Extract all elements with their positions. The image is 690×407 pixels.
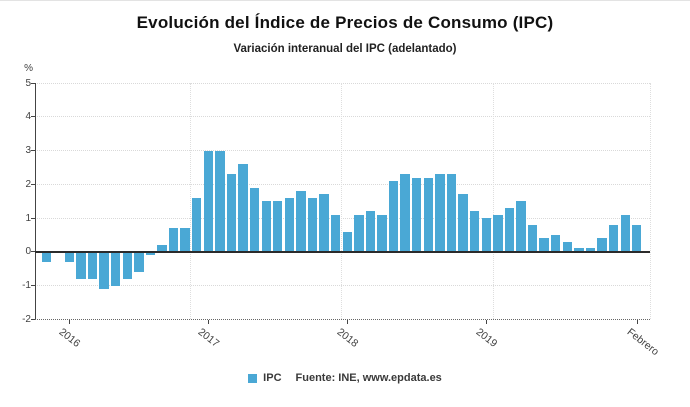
x-tick-mark <box>69 320 71 325</box>
y-tick-mark <box>31 116 35 118</box>
h-gridline <box>35 82 650 84</box>
y-tick-label: 4 <box>25 111 31 123</box>
chart-legend: IPC Fuente: INE, www.epdata.es <box>0 369 690 387</box>
bar-2017-08[interactable] <box>284 197 295 252</box>
x-tick-mark <box>347 320 349 325</box>
bar-2019-10[interactable] <box>585 248 596 252</box>
y-tick-label: 1 <box>25 212 31 224</box>
chart-title: Evolución del Índice de Precios de Consu… <box>136 13 554 32</box>
bar-2019-07[interactable] <box>551 234 561 252</box>
bar-2017-07[interactable] <box>273 201 283 252</box>
bar-2019-08[interactable] <box>562 241 572 252</box>
bar-2018-01[interactable] <box>342 231 352 252</box>
bar-2019-09[interactable] <box>574 248 584 252</box>
bar-2019-06[interactable] <box>539 238 549 252</box>
h-gridline <box>35 150 650 151</box>
legend-item-ipc[interactable]: IPC <box>248 372 282 384</box>
y-tick-label: 0 <box>25 246 31 258</box>
x-tick-label: 2016 <box>56 326 83 351</box>
x-tick-mark <box>636 320 638 325</box>
y-tick-mark <box>31 183 35 185</box>
y-axis-line <box>35 83 36 320</box>
y-tick-label: 3 <box>25 145 31 156</box>
h-gridline <box>35 285 650 287</box>
bar-2017-06[interactable] <box>261 201 271 252</box>
y-tick-mark <box>31 150 35 151</box>
h-gridline <box>35 318 650 320</box>
bar-2018-05[interactable] <box>388 180 399 252</box>
bar-2017-03[interactable] <box>226 174 237 252</box>
y-tick-mark <box>31 82 35 84</box>
bar-2018-11[interactable] <box>458 194 468 252</box>
source-note: Fuente: INE, www.epdata.es <box>295 372 442 384</box>
bar-2018-12[interactable] <box>469 211 480 252</box>
x-tick-label: Febrero <box>624 326 661 359</box>
bar-2016-06[interactable] <box>122 251 132 279</box>
y-tick-mark <box>31 285 35 287</box>
bar-2017-04[interactable] <box>238 164 248 252</box>
x-tick-mark <box>208 320 210 325</box>
v-gridline <box>189 83 191 320</box>
legend-swatch-ipc <box>248 373 258 383</box>
bar-2020-01[interactable] <box>620 214 630 252</box>
x-tick-mark <box>486 320 488 325</box>
y-axis-unit-label: % <box>24 63 33 74</box>
bar-2019-11[interactable] <box>597 238 607 252</box>
bar-2019-01[interactable] <box>481 218 491 252</box>
bar-2018-04[interactable] <box>377 214 387 252</box>
bar-2016-02[interactable] <box>76 251 86 279</box>
bar-2017-11[interactable] <box>319 194 329 252</box>
bar-2015-11[interactable] <box>41 251 51 262</box>
bar-2019-03[interactable] <box>504 207 515 252</box>
legend-label-ipc: IPC <box>263 372 282 384</box>
y-tick-label: -1 <box>22 280 31 292</box>
bar-2018-03[interactable] <box>365 211 376 252</box>
bar-2018-07[interactable] <box>412 177 422 252</box>
y-tick-mark <box>31 217 35 219</box>
bar-2017-09[interactable] <box>296 191 306 252</box>
x-tick-label: 2019 <box>473 326 500 351</box>
chart-subtitle: Variación interanual del IPC (adelantado… <box>233 43 457 55</box>
bar-2016-04[interactable] <box>99 251 109 289</box>
bar-2016-09[interactable] <box>157 245 167 252</box>
v-gridline <box>492 83 494 320</box>
bar-2018-09[interactable] <box>435 174 445 252</box>
y-tick-label: 5 <box>25 77 31 89</box>
bar-2016-01[interactable] <box>64 251 75 262</box>
bar-2018-02[interactable] <box>354 214 364 252</box>
h-gridline <box>35 116 650 118</box>
x-tick-label: 2018 <box>334 326 361 351</box>
plot-right-border <box>649 83 651 320</box>
y-tick-mark <box>31 318 35 320</box>
bar-2017-05[interactable] <box>249 187 260 252</box>
bar-2016-11[interactable] <box>180 228 190 252</box>
h-gridline <box>35 183 650 185</box>
h-gridline <box>35 217 650 219</box>
y-tick-label: 2 <box>25 178 31 190</box>
bar-2016-12[interactable] <box>192 197 202 252</box>
x-tick-label: 2017 <box>195 326 222 351</box>
v-gridline <box>340 83 342 320</box>
bar-2017-02[interactable] <box>215 150 225 252</box>
bar-2019-05[interactable] <box>527 224 538 252</box>
bar-2016-08[interactable] <box>145 251 156 256</box>
bar-2018-06[interactable] <box>400 174 410 252</box>
bar-2017-12[interactable] <box>331 214 341 252</box>
bar-2018-10[interactable] <box>446 174 457 252</box>
bar-2016-05[interactable] <box>110 251 121 286</box>
y-tick-mark <box>31 251 35 253</box>
y-tick-label: -2 <box>22 313 31 325</box>
bar-2019-12[interactable] <box>608 224 619 252</box>
bar-2016-07[interactable] <box>134 251 144 273</box>
bar-2020-02[interactable] <box>632 224 642 252</box>
bar-2017-10[interactable] <box>307 197 318 252</box>
bar-2017-01[interactable] <box>203 150 213 252</box>
bar-2016-10[interactable] <box>168 228 179 252</box>
bar-2019-02[interactable] <box>493 214 503 252</box>
bar-2016-03[interactable] <box>87 251 98 279</box>
zero-line <box>35 250 650 253</box>
bar-2018-08[interactable] <box>423 177 434 252</box>
bar-2019-04[interactable] <box>516 201 526 252</box>
